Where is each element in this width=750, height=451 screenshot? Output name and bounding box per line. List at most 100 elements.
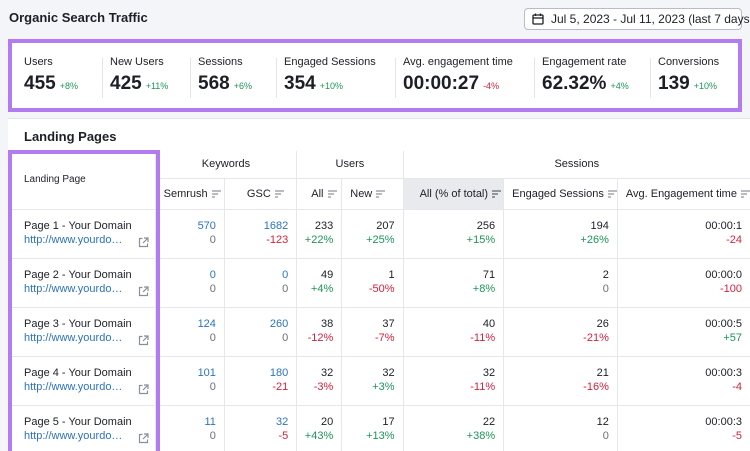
column-header-engaged-sessions[interactable]: Engaged Sessions bbox=[503, 178, 618, 210]
kpi-divider bbox=[395, 58, 396, 98]
table-row: Page 3 - Your Domain http://www.yourdo… 12… bbox=[8, 307, 750, 357]
cell-delta: -7% bbox=[375, 331, 395, 344]
cell-sessions-all: 71 +8% bbox=[402, 258, 504, 308]
cell-value: 38 bbox=[321, 317, 334, 330]
page-url-link[interactable]: http://www.yourdo… bbox=[24, 233, 123, 246]
keyword-count-link[interactable]: 32 bbox=[276, 415, 289, 428]
cell-value: 22 bbox=[482, 415, 496, 428]
table-row: Page 4 - Your Domain http://www.yourdo… 10… bbox=[8, 356, 750, 406]
cell-delta: -50% bbox=[368, 282, 395, 295]
cell-sessions-all: 256 +15% bbox=[402, 209, 504, 259]
sort-icon bbox=[376, 189, 386, 198]
sort-icon bbox=[274, 189, 284, 198]
keyword-count-link[interactable]: 11 bbox=[204, 415, 216, 428]
kpi-delta: +11% bbox=[145, 81, 169, 91]
cell-delta: 0 bbox=[602, 282, 609, 295]
page-url-link[interactable]: http://www.yourdo… bbox=[24, 282, 123, 295]
column-header-label: GSC bbox=[246, 187, 271, 200]
cell-users-all: 49 +4% bbox=[296, 258, 342, 308]
kpi-delta: +10% bbox=[319, 81, 343, 91]
keyword-count-link[interactable]: 101 bbox=[197, 366, 216, 379]
kpi-users[interactable]: Users 455 +8% bbox=[24, 56, 78, 100]
column-header-avg-engagement-time[interactable]: Avg. Engagement time bbox=[616, 178, 750, 210]
section-title: Landing Pages bbox=[24, 129, 117, 144]
kpi-engaged-sessions[interactable]: Engaged Sessions 354 +10% bbox=[276, 56, 376, 100]
keyword-count-link[interactable]: 1682 bbox=[263, 219, 289, 232]
cell-value: 1 bbox=[388, 268, 395, 281]
kpi-value: 62.32% bbox=[542, 73, 607, 94]
cell-gsc: 32 -5 bbox=[223, 405, 297, 451]
page-name: Page 3 - Your Domain bbox=[24, 317, 132, 330]
cell-gsc: 260 0 bbox=[223, 307, 297, 357]
cell-delta: 0 bbox=[209, 282, 216, 295]
kpi-label: New Users bbox=[110, 56, 164, 68]
column-header-users-all[interactable]: All bbox=[296, 178, 342, 210]
page-url-link[interactable]: http://www.yourdo… bbox=[24, 380, 123, 393]
cell-users-new: 17 +13% bbox=[341, 405, 404, 451]
external-link-icon[interactable] bbox=[138, 334, 149, 346]
keyword-count-link[interactable]: 180 bbox=[269, 366, 289, 379]
page-url-link[interactable]: http://www.yourdo… bbox=[24, 331, 123, 344]
external-link-icon[interactable] bbox=[138, 432, 149, 444]
external-link-icon[interactable] bbox=[138, 285, 149, 297]
column-header-users-new[interactable]: New bbox=[341, 178, 404, 210]
column-header-landing-page[interactable]: Landing Page bbox=[8, 151, 156, 210]
kpi-value: 568 bbox=[198, 73, 230, 94]
keyword-count-link[interactable]: 0 bbox=[282, 268, 289, 281]
cell-avg-engagement-time: 00:00:3 -4 bbox=[616, 356, 750, 406]
cell-delta: +38% bbox=[466, 429, 496, 442]
external-link-icon[interactable] bbox=[138, 383, 149, 395]
page-url-link[interactable]: http://www.yourdo… bbox=[24, 429, 123, 442]
cell-delta: +4% bbox=[310, 282, 334, 295]
date-range-label: Jul 5, 2023 - Jul 11, 2023 (last 7 days) bbox=[551, 12, 750, 26]
cell-semrush: 101 0 bbox=[154, 356, 225, 406]
column-header-semrush[interactable]: Semrush bbox=[154, 178, 225, 210]
kpi-new-users[interactable]: New Users 425 +11% bbox=[102, 56, 169, 100]
column-header-gsc[interactable]: GSC bbox=[223, 178, 297, 210]
landing-page-cell: Page 3 - Your Domain http://www.yourdo… bbox=[8, 307, 156, 357]
cell-value: 207 bbox=[376, 219, 395, 232]
kpi-divider bbox=[102, 58, 103, 98]
cell-value: 20 bbox=[321, 415, 334, 428]
kpi-delta: -4% bbox=[483, 81, 500, 91]
cell-users-all: 20 +43% bbox=[296, 405, 342, 451]
kpi-divider bbox=[650, 58, 651, 98]
cell-delta: +57 bbox=[723, 331, 742, 344]
cell-value: 00:00:5 bbox=[705, 317, 742, 330]
kpi-engagement-rate[interactable]: Engagement rate 62.32% +4% bbox=[534, 56, 629, 100]
cell-value: 00:00:3 bbox=[705, 415, 742, 428]
cell-delta: 0 bbox=[282, 331, 289, 344]
cell-delta: -11% bbox=[470, 380, 496, 393]
group-header-users: Users bbox=[296, 151, 404, 179]
calendar-icon bbox=[532, 13, 544, 25]
cell-value: 194 bbox=[590, 219, 609, 232]
cell-delta: -12% bbox=[307, 331, 334, 344]
cell-avg-engagement-time: 00:00:1 -24 bbox=[616, 209, 750, 259]
kpi-sessions[interactable]: Sessions 568 +6% bbox=[190, 56, 252, 100]
cell-value: 32 bbox=[321, 366, 334, 379]
kpi-label: Sessions bbox=[198, 56, 243, 68]
group-header-keywords: Keywords bbox=[154, 151, 297, 179]
landing-page-cell: Page 2 - Your Domain http://www.yourdo… bbox=[8, 258, 156, 308]
cell-users-new: 207 +25% bbox=[341, 209, 404, 259]
column-header-sessions-all[interactable]: All (% of total) bbox=[402, 178, 504, 210]
cell-users-all: 32 -3% bbox=[296, 356, 342, 406]
kpi-conversions[interactable]: Conversions 139 +10% bbox=[650, 56, 719, 100]
external-link-icon[interactable] bbox=[138, 236, 149, 248]
cell-delta: +25% bbox=[366, 233, 395, 246]
sort-icon bbox=[327, 189, 337, 198]
kpi-avg-engagement-time[interactable]: Avg. engagement time 00:00:27 -4% bbox=[395, 56, 513, 100]
keyword-count-link[interactable]: 0 bbox=[209, 268, 216, 281]
keyword-count-link[interactable]: 124 bbox=[197, 317, 216, 330]
keyword-count-link[interactable]: 260 bbox=[269, 317, 289, 330]
date-range-picker[interactable]: Jul 5, 2023 - Jul 11, 2023 (last 7 days) bbox=[524, 8, 750, 30]
kpi-value: 425 bbox=[110, 73, 142, 94]
cell-sessions-all: 22 +38% bbox=[402, 405, 504, 451]
page-name: Page 1 - Your Domain bbox=[24, 219, 132, 232]
sort-icon bbox=[492, 189, 502, 198]
cell-delta: 0 bbox=[209, 233, 216, 246]
landing-page-cell: Page 5 - Your Domain http://www.yourdo… bbox=[8, 405, 156, 451]
cell-delta: +13% bbox=[366, 429, 395, 442]
keyword-count-link[interactable]: 570 bbox=[197, 219, 216, 232]
